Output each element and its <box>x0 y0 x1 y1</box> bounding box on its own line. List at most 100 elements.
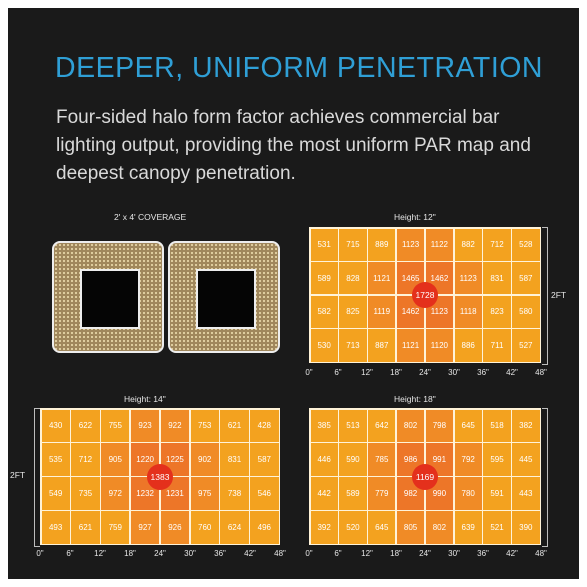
par-cell: 823 <box>483 295 511 328</box>
x-tick-label: 42" <box>244 549 256 558</box>
par-cell: 521 <box>483 511 511 544</box>
par-cell: 546 <box>250 477 279 510</box>
par-cell: 645 <box>368 511 396 544</box>
x-tick-label: 24" <box>419 368 431 377</box>
par-cell: 1119 <box>368 295 396 328</box>
par-cell: 527 <box>512 329 540 362</box>
par-cell: 446 <box>310 443 338 476</box>
x-tick-label: 30" <box>448 368 460 377</box>
x-tick-label: 0" <box>305 549 313 558</box>
peak-value-badge: 1728 <box>412 282 438 308</box>
side-label: 2FT <box>10 470 26 480</box>
x-tick-label: 0" <box>305 368 313 377</box>
x-tick-label: 48" <box>274 549 286 558</box>
x-tick-label: 24" <box>419 549 431 558</box>
par-cell: 549 <box>41 477 70 510</box>
light-fixture-right <box>168 241 280 353</box>
par-cell: 382 <box>512 409 540 442</box>
par-cell: 1121 <box>368 262 396 295</box>
par-cell: 886 <box>454 329 482 362</box>
x-tick-label: 30" <box>448 549 460 558</box>
par-cell: 1232 <box>130 477 160 510</box>
x-axis-18in: 0" 6" 12" 18" 24" 30" 36" 42" 48" <box>305 549 547 559</box>
par-cell: 639 <box>454 511 482 544</box>
x-tick-label: 6" <box>334 368 342 377</box>
par-cell: 531 <box>310 228 338 261</box>
par-cell: 392 <box>310 511 338 544</box>
par-cell: 385 <box>310 409 338 442</box>
par-cell: 591 <box>483 477 511 510</box>
par-cell: 496 <box>250 511 279 544</box>
par-cell: 715 <box>339 228 367 261</box>
x-tick-label: 18" <box>390 368 402 377</box>
par-cell: 712 <box>483 228 511 261</box>
par-cell: 520 <box>339 511 367 544</box>
x-tick-label: 42" <box>506 549 518 558</box>
x-tick-label: 18" <box>124 549 136 558</box>
peak-value-badge: 1169 <box>412 463 438 490</box>
par-cell: 780 <box>454 477 482 510</box>
par-cell: 802 <box>396 409 425 442</box>
map-h14-label: Height: 14" <box>124 394 166 404</box>
par-cell: 887 <box>368 329 396 362</box>
fixture-opening <box>80 269 140 329</box>
par-cell: 590 <box>339 443 367 476</box>
x-tick-label: 48" <box>535 368 547 377</box>
par-cell: 713 <box>339 329 367 362</box>
par-cell: 831 <box>483 262 511 295</box>
par-map-18in: 385 513 642 802 798 645 518 382 446 590 785 986 991 7… <box>309 408 541 545</box>
par-cell: 518 <box>483 409 511 442</box>
side-bracket <box>542 408 548 547</box>
par-cell: 831 <box>220 443 249 476</box>
par-cell: 975 <box>190 477 219 510</box>
side-label: 2FT <box>551 290 567 300</box>
x-axis-14in: 0" 6" 12" 18" 24" 30" 36" 42" 48" <box>36 549 286 559</box>
par-cell: 645 <box>454 409 482 442</box>
par-cell: 621 <box>71 511 100 544</box>
par-cell: 493 <box>41 511 70 544</box>
par-cell: 428 <box>250 409 279 442</box>
x-tick-label: 12" <box>361 368 373 377</box>
par-cell: 825 <box>339 295 367 328</box>
par-cell: 927 <box>130 511 160 544</box>
x-tick-label: 48" <box>535 549 547 558</box>
par-cell: 882 <box>454 228 482 261</box>
par-cell: 535 <box>41 443 70 476</box>
par-cell: 922 <box>160 409 190 442</box>
par-cell: 905 <box>101 443 130 476</box>
par-cell: 1465 <box>396 262 425 295</box>
x-tick-label: 0" <box>36 549 44 558</box>
par-cell: 580 <box>512 295 540 328</box>
x-tick-label: 36" <box>477 549 489 558</box>
par-cell: 759 <box>101 511 130 544</box>
par-cell: 642 <box>368 409 396 442</box>
x-tick-label: 36" <box>214 549 226 558</box>
x-axis-12in: 0" 6" 12" 18" 24" 30" 36" 42" 48" <box>305 368 547 378</box>
light-fixture-left <box>52 241 164 353</box>
par-cell: 1123 <box>396 228 425 261</box>
par-cell: 530 <box>310 329 338 362</box>
x-tick-label: 6" <box>66 549 74 558</box>
par-cell: 1122 <box>425 228 454 261</box>
par-cell: 445 <box>512 443 540 476</box>
par-cell: 805 <box>396 511 425 544</box>
par-map-14in: 430 622 755 923 922 753 621 428 535 712 905 1220 122… <box>40 408 280 545</box>
par-cell: 528 <box>512 228 540 261</box>
par-cell: 760 <box>190 511 219 544</box>
par-cell: 735 <box>71 477 100 510</box>
par-cell: 622 <box>71 409 100 442</box>
x-tick-label: 6" <box>334 549 342 558</box>
x-tick-label: 12" <box>361 549 373 558</box>
par-cell: 802 <box>425 511 454 544</box>
par-cell: 442 <box>310 477 338 510</box>
fixture-opening <box>196 269 256 329</box>
x-tick-label: 42" <box>506 368 518 377</box>
map-h18-label: Height: 18" <box>394 394 436 404</box>
par-cell: 785 <box>368 443 396 476</box>
par-cell: 1120 <box>425 329 454 362</box>
par-cell: 738 <box>220 477 249 510</box>
par-cell: 753 <box>190 409 219 442</box>
par-cell: 587 <box>512 262 540 295</box>
par-cell: 430 <box>41 409 70 442</box>
par-cell: 587 <box>250 443 279 476</box>
